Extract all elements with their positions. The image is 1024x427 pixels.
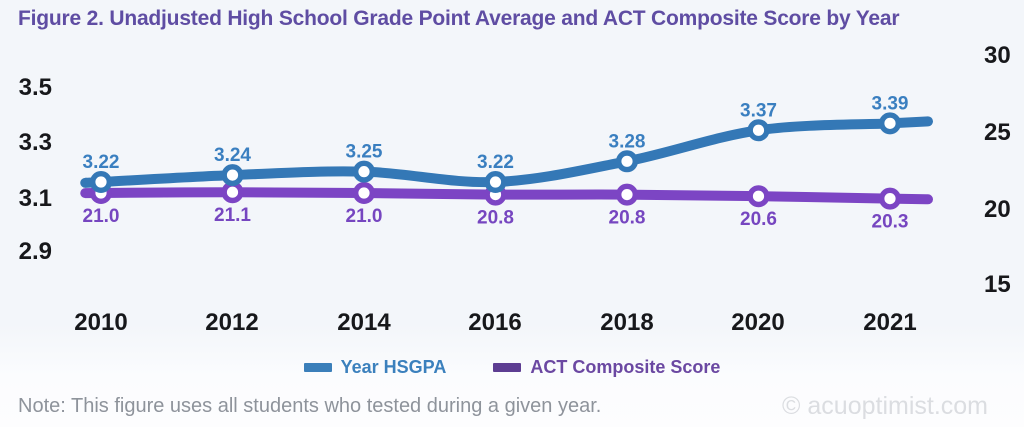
act-line	[80, 187, 933, 205]
act-data-label-2018: 20.8	[609, 208, 646, 229]
act-data-label-2021: 20.3	[872, 212, 909, 233]
act-data-label-2016: 20.8	[477, 208, 514, 229]
footnote: Note: This figure uses all students who …	[18, 395, 602, 417]
hsgpa-point-2018	[616, 150, 639, 173]
right-axis-tick: 15	[984, 271, 1011, 298]
act-point-2012	[221, 181, 244, 204]
hsgpa-point-2021	[879, 112, 902, 135]
left-axis-tick: 3.3	[18, 129, 52, 156]
hsgpa-point-2016	[484, 170, 507, 193]
hsgpa-data-label-2020: 3.37	[740, 100, 777, 121]
legend: Year HSGPA ACT Composite Score	[0, 356, 1024, 378]
act-data-label-2020: 20.6	[740, 209, 777, 230]
act-point-2014	[353, 181, 376, 204]
right-axis-tick: 25	[984, 119, 1011, 146]
hsgpa-point-2020	[747, 119, 770, 142]
act-point-2018	[616, 183, 639, 206]
hsgpa-data-label-2012: 3.24	[214, 145, 251, 166]
act-legend-swatch-icon	[493, 362, 522, 372]
hsgpa-point-2010	[89, 170, 112, 193]
hsgpa-data-label-2021: 3.39	[872, 93, 909, 114]
act-data-label-2012: 21.1	[214, 205, 251, 226]
act-point-2020	[747, 185, 770, 208]
x-axis-label: 2016	[468, 309, 522, 336]
x-axis-label: 2021	[863, 309, 917, 336]
left-axis-tick: 3.1	[18, 185, 52, 212]
act-legend-label: ACT Composite Score	[530, 357, 721, 377]
hsgpa-point-2012	[221, 164, 244, 187]
legend-item-act: ACT Composite Score	[493, 356, 720, 378]
chart-title: Figure 2. Unadjusted High School Grade P…	[18, 7, 900, 30]
hsgpa-point-2014	[353, 160, 376, 183]
hsgpa-data-label-2016: 3.22	[477, 152, 514, 173]
hsgpa-legend-swatch-icon	[303, 362, 332, 372]
x-axis-label: 2014	[337, 309, 391, 336]
act-data-label-2014: 21.0	[346, 206, 383, 227]
plot-area: 3.22 3.24 3.25 3.22 3.28 3.37 3.39 21.0 21.1 21.0…	[80, 93, 933, 233]
act-point-2021	[879, 187, 902, 210]
act-data-label-2010: 21.0	[83, 206, 120, 227]
left-axis-tick: 3.5	[18, 74, 52, 101]
x-axis-label: 2012	[205, 309, 259, 336]
left-axis-tick: 2.9	[18, 238, 52, 265]
x-axis-label: 2018	[600, 309, 654, 336]
hsgpa-data-label-2018: 3.28	[609, 131, 646, 152]
right-axis-tick: 20	[984, 196, 1011, 223]
hsgpa-data-label-2010: 3.22	[83, 152, 120, 173]
watermark: © acuoptimist.com	[782, 392, 988, 420]
right-axis-tick: 30	[984, 42, 1011, 69]
hsgpa-legend-label: Year HSGPA	[340, 357, 447, 377]
hsgpa-data-label-2014: 3.25	[346, 142, 383, 163]
x-axis-label: 2010	[74, 309, 128, 336]
legend-item-hsgpa: Year HSGPA	[303, 356, 447, 378]
x-axis-label: 2020	[731, 309, 785, 336]
